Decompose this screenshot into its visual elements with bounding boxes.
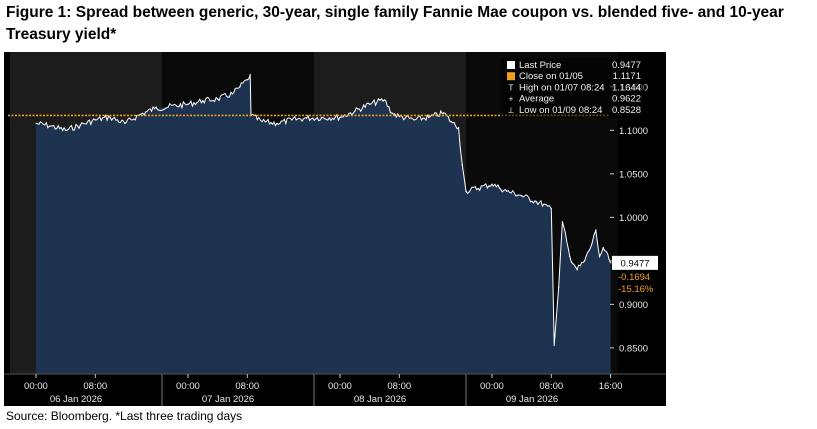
- change-value-label: -0.1694: [618, 272, 650, 283]
- y-tick-label: 0.9000: [619, 300, 648, 311]
- data-point: [550, 207, 553, 210]
- data-point: [339, 116, 341, 119]
- legend-value: 1.1644: [612, 82, 641, 93]
- x-tick-label: 08:00: [83, 381, 107, 392]
- legend-value: 1.1171: [613, 71, 641, 82]
- data-point: [598, 255, 601, 258]
- data-point: [239, 86, 241, 88]
- legend-label: Last Price: [519, 60, 561, 71]
- data-point: [64, 129, 67, 132]
- x-tick-label: 08:00: [235, 381, 259, 392]
- day-label: 07 Jan 2026: [202, 394, 254, 405]
- data-point: [398, 115, 401, 118]
- x-tick-label: 00:00: [176, 381, 200, 392]
- data-point: [561, 220, 564, 223]
- legend-label: Average: [519, 94, 554, 105]
- data-point: [461, 164, 464, 166]
- legend-value: 0.9477: [612, 60, 641, 71]
- data-point: [383, 99, 386, 101]
- data-point: [291, 119, 293, 121]
- legend-marker: +: [509, 95, 514, 104]
- change-percent-label: -15.16%: [618, 284, 654, 295]
- x-tick-label: 08:00: [539, 381, 563, 392]
- data-point: [368, 103, 371, 105]
- data-point: [216, 98, 219, 100]
- series-line-last-price: [35, 74, 612, 346]
- last-price-label: 0.9477: [620, 258, 649, 269]
- last-price-box: [612, 255, 658, 270]
- data-point: [187, 103, 189, 105]
- data-point: [583, 260, 586, 262]
- x-tick-label: 00:00: [480, 381, 504, 392]
- legend-swatch: [507, 61, 515, 69]
- day-label: 09 Jan 2026: [506, 394, 558, 405]
- data-point: [576, 268, 578, 271]
- data-point: [595, 229, 597, 232]
- legend-marker: ⊥: [508, 106, 515, 115]
- data-point: [50, 125, 52, 127]
- data-point: [124, 122, 126, 125]
- data-point: [153, 107, 156, 110]
- data-point: [109, 116, 111, 119]
- legend-swatch: [507, 72, 515, 81]
- data-point: [202, 99, 204, 102]
- data-point: [506, 190, 508, 192]
- data-point: [602, 247, 604, 249]
- x-tick-label: 16:00: [599, 381, 623, 392]
- data-point: [246, 79, 249, 81]
- day-label: 06 Jan 2026: [50, 394, 102, 405]
- data-point: [498, 187, 501, 189]
- data-point: [231, 93, 234, 95]
- y-tick-label: 0.8500: [619, 343, 648, 354]
- legend-box: [501, 58, 645, 118]
- data-point: [249, 73, 251, 76]
- y-tick-label: 1.0000: [619, 213, 648, 224]
- data-point: [491, 183, 493, 186]
- legend-marker: T: [509, 83, 514, 92]
- day-label: 08 Jan 2026: [354, 394, 406, 405]
- chart-panel: 1.15001.10001.05001.00000.95000.90000.85…: [4, 52, 666, 406]
- data-point: [450, 120, 453, 123]
- y-tick-label: 1.0500: [619, 169, 648, 180]
- data-point: [391, 112, 393, 114]
- data-point: [520, 194, 523, 197]
- data-point: [557, 286, 560, 288]
- data-point: [553, 344, 555, 347]
- data-point: [569, 255, 571, 258]
- data-point: [465, 190, 467, 192]
- series-area: [35, 74, 611, 374]
- y-tick-label: 1.1000: [619, 126, 648, 137]
- data-point: [261, 120, 263, 123]
- legend-value: 0.8528: [612, 105, 641, 116]
- figure-source: Source: Bloomberg. *Last three trading d…: [6, 409, 243, 423]
- x-tick-label: 00:00: [328, 381, 352, 392]
- data-point: [94, 119, 97, 121]
- figure-title: Figure 1: Spread between generic, 30-yea…: [6, 4, 784, 43]
- data-point: [535, 200, 538, 203]
- legend-label: Close on 01/05: [519, 71, 583, 82]
- data-point: [443, 112, 445, 114]
- x-tick-label: 00:00: [24, 381, 48, 392]
- data-point: [457, 126, 460, 129]
- x-tick-label: 08:00: [387, 381, 411, 392]
- data-point: [305, 117, 308, 119]
- data-point: [546, 205, 549, 207]
- legend-label: Low on 01/09 08:24: [519, 105, 602, 116]
- data-point: [591, 242, 593, 245]
- data-point: [543, 203, 545, 206]
- data-point: [428, 116, 430, 119]
- data-point: [354, 110, 356, 112]
- legend-label: High on 01/07 08:24: [519, 82, 605, 93]
- data-point: [35, 122, 37, 125]
- data-point: [413, 119, 415, 121]
- data-point: [79, 124, 82, 126]
- legend-value: 0.9622: [612, 94, 641, 105]
- data-point: [276, 122, 278, 125]
